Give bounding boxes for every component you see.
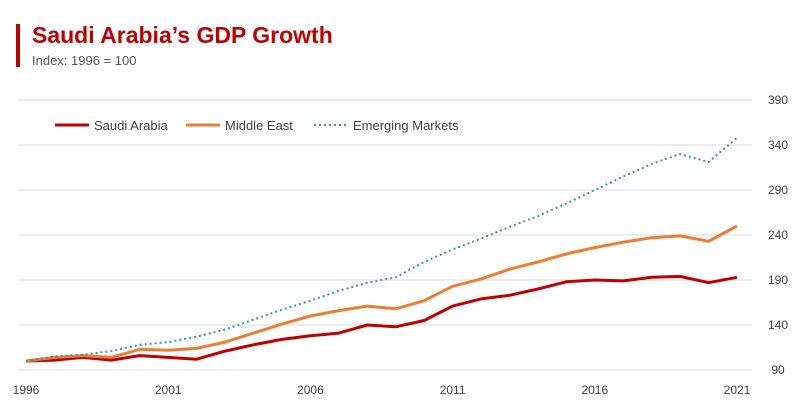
chart-subtitle: Index: 1996 = 100 [32, 53, 137, 68]
series-lines [25, 137, 738, 363]
y-tick-label: 340 [768, 138, 788, 152]
series-line-middle-east [25, 224, 738, 363]
series-line-saudi-arabia [25, 274, 738, 363]
y-tick-label: 140 [768, 318, 788, 332]
x-tick-label: 2006 [297, 383, 324, 397]
x-tick-label: 1996 [13, 383, 40, 397]
x-tick-label: 2021 [724, 383, 751, 397]
x-tick-label: 2011 [440, 383, 466, 397]
y-tick-label: 90 [771, 363, 785, 377]
x-tick-label: 2016 [581, 383, 608, 397]
x-tick-label: 2001 [155, 383, 182, 397]
legend-label: Emerging Markets [353, 118, 459, 133]
legend: Saudi Arabia Middle East Emerging Markets [55, 118, 459, 133]
x-axis-tick-labels: 1996 2001 2006 2011 2016 2021 [13, 383, 751, 397]
y-tick-label: 240 [768, 228, 788, 242]
y-tick-label: 290 [768, 183, 788, 197]
y-tick-label: 390 [768, 93, 788, 107]
title-accent-bar [16, 24, 20, 67]
series-line-emerging-markets [25, 137, 738, 362]
y-tick-label: 190 [768, 273, 788, 287]
y-axis-tick-labels: 90 140 190 240 290 340 390 [768, 93, 788, 377]
legend-label: Middle East [225, 118, 293, 133]
gridlines [18, 99, 752, 371]
chart-title: Saudi Arabia’s GDP Growth [32, 22, 333, 48]
legend-label: Saudi Arabia [94, 118, 168, 133]
